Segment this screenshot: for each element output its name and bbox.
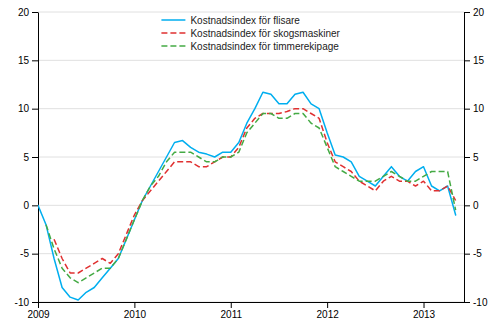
grid-line (38, 60, 464, 61)
tick-label: 2009 (27, 309, 50, 320)
legend-item: Kostnadsindex för timmerekipage (161, 41, 339, 52)
tick: 2010 (124, 302, 147, 320)
grid-line (38, 157, 464, 158)
grid-line (38, 12, 464, 13)
x-axis: 2009 2010 2011 2012 2013 (27, 302, 464, 320)
legend-label: Kostnadsindex för timmerekipage (190, 41, 339, 52)
legend-swatch (161, 32, 185, 34)
legend-item: Kostnadsindex för skogsmaskiner (161, 28, 340, 39)
grid-line (38, 253, 464, 254)
tick-label: 5 (23, 152, 29, 163)
tick-label: 0 (473, 200, 479, 211)
tick: 0 (464, 200, 479, 211)
y2-axis: -10 -5 0 5 10 15 20 (464, 7, 488, 308)
tick: 0 (23, 200, 38, 211)
grid (38, 12, 464, 302)
legend-swatch (161, 45, 185, 47)
tick-mark (464, 157, 470, 158)
tick-label: -10 (15, 297, 30, 308)
tick: 2011 (221, 302, 243, 320)
tick: -5 (464, 248, 482, 259)
tick-label: 15 (18, 55, 30, 66)
tick-mark (464, 12, 470, 13)
line (54, 109, 456, 273)
tick-mark (464, 109, 470, 110)
tick: 2013 (413, 302, 436, 320)
legend-label: Kostnadsindex för flisare (190, 15, 300, 26)
tick: 2009 (27, 302, 50, 320)
tick-mark (32, 254, 38, 255)
grid-line (38, 108, 464, 109)
tick-label: 5 (473, 152, 479, 163)
axis-line (39, 302, 465, 303)
tick-label: 10 (473, 103, 485, 114)
tick-label: 2011 (221, 309, 243, 320)
plot: 20092010201120122013-10-505101520-10-505… (15, 7, 488, 320)
legend: Kostnadsindex för flisare Kostnadsindex f… (161, 15, 340, 52)
tick-mark (32, 60, 38, 61)
tick-mark (32, 302, 38, 303)
tick-mark (464, 205, 470, 206)
line (38, 92, 456, 300)
y-axis: -10 -5 0 5 10 15 20 (15, 7, 39, 308)
chart: 20092010201120122013-10-505101520-10-505… (0, 0, 500, 330)
tick-mark (32, 157, 38, 158)
tick-mark (327, 302, 328, 308)
tick-label: 20 (473, 7, 485, 18)
tick-mark (134, 302, 135, 308)
tick-mark (464, 254, 470, 255)
tick-mark (32, 12, 38, 13)
tick: 15 (464, 55, 485, 66)
tick: 10 (18, 103, 38, 114)
tick: 5 (464, 152, 479, 163)
tick-label: 2010 (124, 309, 147, 320)
axis-line (38, 13, 39, 303)
tick-mark (424, 302, 425, 308)
tick-mark (38, 302, 39, 308)
tick-mark (32, 205, 38, 206)
tick: 20 (464, 7, 485, 18)
grid-line (38, 205, 464, 206)
tick-label: 2012 (317, 309, 340, 320)
tick-label: 10 (18, 103, 30, 114)
grid-line (38, 302, 464, 303)
tick-mark (464, 60, 470, 61)
tick-label: 2013 (413, 309, 436, 320)
legend-label: Kostnadsindex för skogsmaskiner (190, 28, 340, 39)
tick-label: -10 (473, 297, 488, 308)
legend-item: Kostnadsindex för flisare (161, 15, 300, 26)
tick-label: 20 (18, 7, 30, 18)
tick: -5 (20, 248, 38, 259)
tick-mark (231, 302, 232, 308)
tick: -10 (464, 297, 488, 308)
tick-mark (464, 302, 470, 303)
tick: 20 (18, 7, 38, 18)
series-lines (38, 92, 456, 300)
line (46, 114, 456, 283)
tick: 2012 (317, 302, 340, 320)
tick: 15 (18, 55, 38, 66)
legend-swatch (161, 19, 185, 21)
tick-label: 0 (23, 200, 29, 211)
tick-label: -5 (473, 248, 482, 259)
tick: 10 (464, 103, 485, 114)
tick-label: 15 (473, 55, 485, 66)
tick: 5 (23, 152, 38, 163)
tick: -10 (15, 297, 38, 308)
tick-mark (32, 109, 38, 110)
tick-label: -5 (20, 248, 29, 259)
